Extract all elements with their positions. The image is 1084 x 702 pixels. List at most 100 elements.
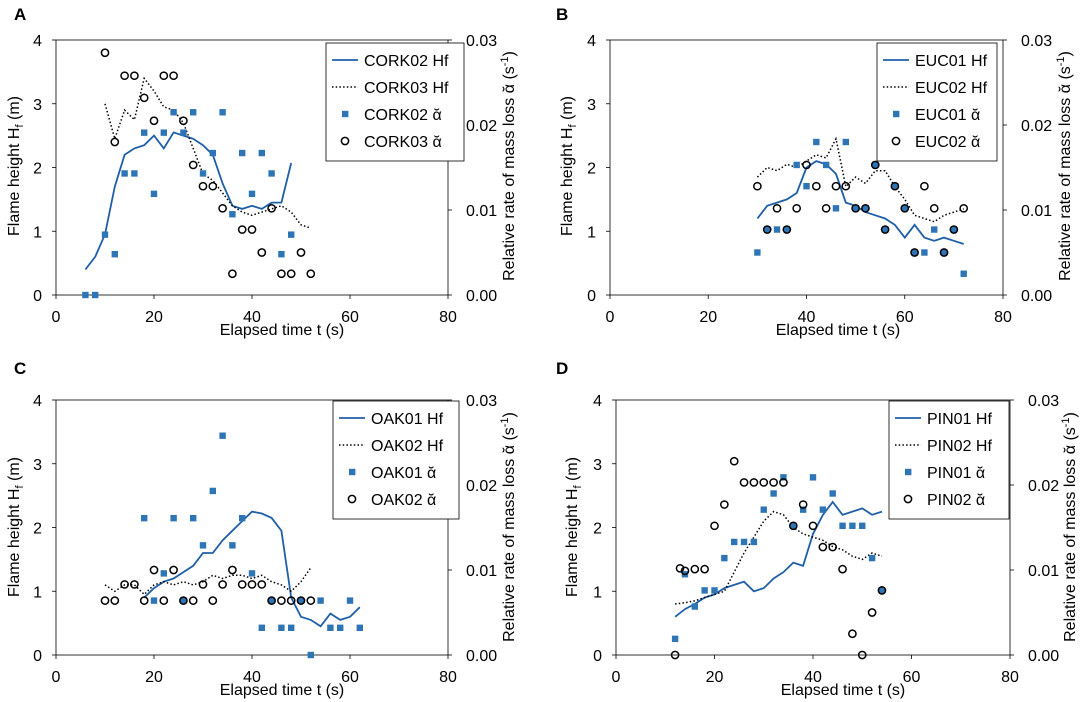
data-point-square: [960, 270, 967, 277]
data-point-square: [839, 522, 846, 529]
y-right-tick-label: 0.03: [1021, 33, 1052, 50]
legend-swatch-circle: [340, 136, 350, 146]
series-line: [756, 136, 964, 223]
y-right-tick-label: 0.03: [466, 33, 497, 50]
data-point-square: [731, 538, 738, 546]
y-left-tick-label: 2: [593, 521, 602, 538]
x-tick-label: 20: [145, 309, 163, 326]
x-tick-label: 80: [994, 309, 1012, 326]
data-point-square: [278, 251, 285, 258]
data-point-square: [760, 506, 767, 513]
data-point-square: [783, 226, 791, 233]
data-point-circle: [296, 248, 306, 257]
x-tick-label: 40: [243, 309, 261, 326]
data-point-circle: [841, 181, 851, 191]
data-point-circle: [139, 93, 149, 103]
y-right-tick-label: 0.03: [466, 393, 497, 410]
data-point-circle: [257, 580, 267, 589]
series-line: [104, 76, 312, 229]
y-left-axis-label: Flame height Hf (m): [564, 457, 584, 597]
data-point-square: [190, 514, 197, 522]
x-tick-label: 80: [439, 669, 457, 686]
x-tick-label: 80: [439, 309, 457, 326]
y-left-tick-label: 0: [587, 288, 596, 305]
y-right-axis-label: Relative rate of mass loss ᾰ (s-1): [1060, 412, 1079, 642]
y-left-tick-label: 3: [33, 97, 42, 114]
data-point-circle: [792, 203, 802, 213]
data-point-circle: [880, 225, 890, 234]
data-point-circle: [811, 181, 821, 191]
legend-entry-label: EUC02 Hf: [915, 80, 988, 97]
data-point-square: [671, 635, 679, 643]
panel-label: B: [556, 5, 568, 24]
data-point-circle: [675, 563, 685, 573]
data-point-square: [852, 205, 859, 212]
y-right-tick-label: 0.02: [1021, 118, 1052, 135]
data-point-square: [199, 170, 207, 177]
data-point-circle: [877, 586, 887, 595]
data-point-circle: [749, 478, 759, 487]
data-point-square: [317, 597, 324, 604]
data-point-square: [780, 474, 787, 481]
data-point-circle: [700, 564, 710, 574]
data-point-circle: [267, 596, 276, 605]
data-point-square: [337, 624, 344, 631]
data-point-circle: [670, 650, 680, 660]
data-point-square: [790, 522, 797, 529]
data-point-square: [268, 170, 275, 177]
legend: EUC01 Hf EUC02 Hf EUC01 ᾰ EUC02 ᾰ: [876, 42, 998, 162]
legend-swatch-circle: [347, 494, 357, 504]
legend-swatch-circle: [903, 494, 913, 504]
legend: CORK02 Hf CORK03 Hf CORK02 ᾰ CORK03 ᾰ: [325, 42, 465, 162]
y-left-tick-label: 4: [587, 33, 596, 50]
data-point-square: [180, 129, 187, 136]
y-left-tick-label: 4: [33, 393, 42, 410]
data-point-square: [356, 624, 363, 631]
data-point-square: [829, 490, 836, 497]
data-point-circle: [296, 596, 306, 605]
data-point-square: [150, 190, 158, 198]
data-point-circle: [848, 629, 857, 639]
data-point-square: [209, 149, 216, 157]
legend-swatch-square: [342, 110, 349, 118]
data-point-circle: [798, 500, 808, 509]
data-point-square: [297, 597, 305, 604]
y-right-axis-label: Relative rate of mass loss ᾰ (s-1): [499, 51, 518, 281]
data-point-circle: [772, 203, 782, 213]
data-point-square: [842, 138, 849, 146]
panel-label: C: [14, 359, 26, 378]
data-point-circle: [739, 478, 749, 487]
data-point-square: [822, 161, 830, 169]
y-right-tick-label: 0.01: [466, 203, 497, 220]
legend-entry-label: CORK03 Hf: [364, 80, 449, 97]
series-oak01-: [141, 432, 363, 659]
data-point-square: [199, 542, 207, 549]
x-axis-label: Elapsed time t (s): [220, 682, 344, 699]
y-left-tick-label: 4: [33, 33, 42, 50]
data-point-circle: [959, 203, 969, 213]
data-point-square: [248, 190, 256, 198]
x-tick-label: 20: [706, 669, 724, 686]
panel-d: D 0 20 40 60 80 0 1 2 3 4 0.00 0.01 0.02 0.03 Elapsed t…: [556, 359, 1079, 699]
data-point-square: [111, 251, 118, 258]
data-point-circle: [929, 203, 939, 213]
data-point-square: [170, 514, 177, 522]
data-point-circle: [169, 71, 178, 81]
data-point-square: [859, 522, 866, 529]
series-euc02-: [753, 160, 969, 257]
data-point-square: [711, 587, 718, 594]
data-point-square: [901, 205, 908, 212]
y-right-tick-label: 0.01: [1028, 563, 1059, 580]
legend-entry-label: OAK02 Hf: [371, 438, 444, 455]
x-tick-label: 40: [243, 669, 261, 686]
data-point-square: [101, 231, 109, 238]
data-point-circle: [851, 203, 860, 213]
x-tick-label: 40: [798, 309, 816, 326]
data-point-circle: [179, 596, 188, 605]
data-point-circle: [130, 580, 139, 589]
data-point-square: [239, 514, 246, 522]
data-point-circle: [306, 596, 316, 605]
series-line: [756, 160, 964, 245]
data-point-square: [750, 538, 758, 546]
data-point-square: [141, 129, 148, 136]
